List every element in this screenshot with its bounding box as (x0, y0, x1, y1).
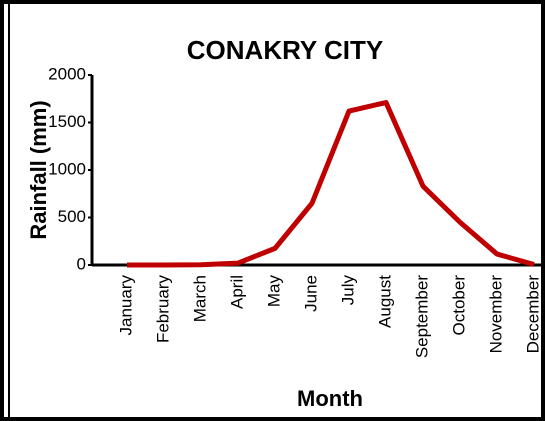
y-axis-label: Rainfall (mm) (26, 100, 51, 239)
y-tick-label: 0 (77, 254, 86, 273)
x-tick-label: March (190, 275, 209, 322)
y-tick-label: 500 (58, 207, 86, 226)
x-tick-label: February (153, 275, 172, 344)
x-tick-label: November (486, 275, 505, 354)
x-tick-label: April (227, 275, 246, 309)
x-tick-label: July (338, 275, 357, 306)
x-tick-label: September (412, 275, 431, 358)
x-tick-label: June (301, 275, 320, 312)
data-line (127, 100, 535, 268)
x-tick-label: December (523, 275, 542, 354)
y-tick-label: 2000 (48, 64, 86, 83)
x-tick-label: August (375, 275, 394, 328)
x-tick-label: May (264, 275, 283, 308)
y-tick-label: 1500 (48, 112, 86, 131)
x-tick-label: October (449, 275, 468, 336)
y-tick-label: 1000 (48, 159, 86, 178)
x-axis-label: Month (297, 386, 363, 411)
x-tick-label: January (116, 275, 135, 336)
chart-title: CONAKRY CITY (187, 35, 383, 65)
